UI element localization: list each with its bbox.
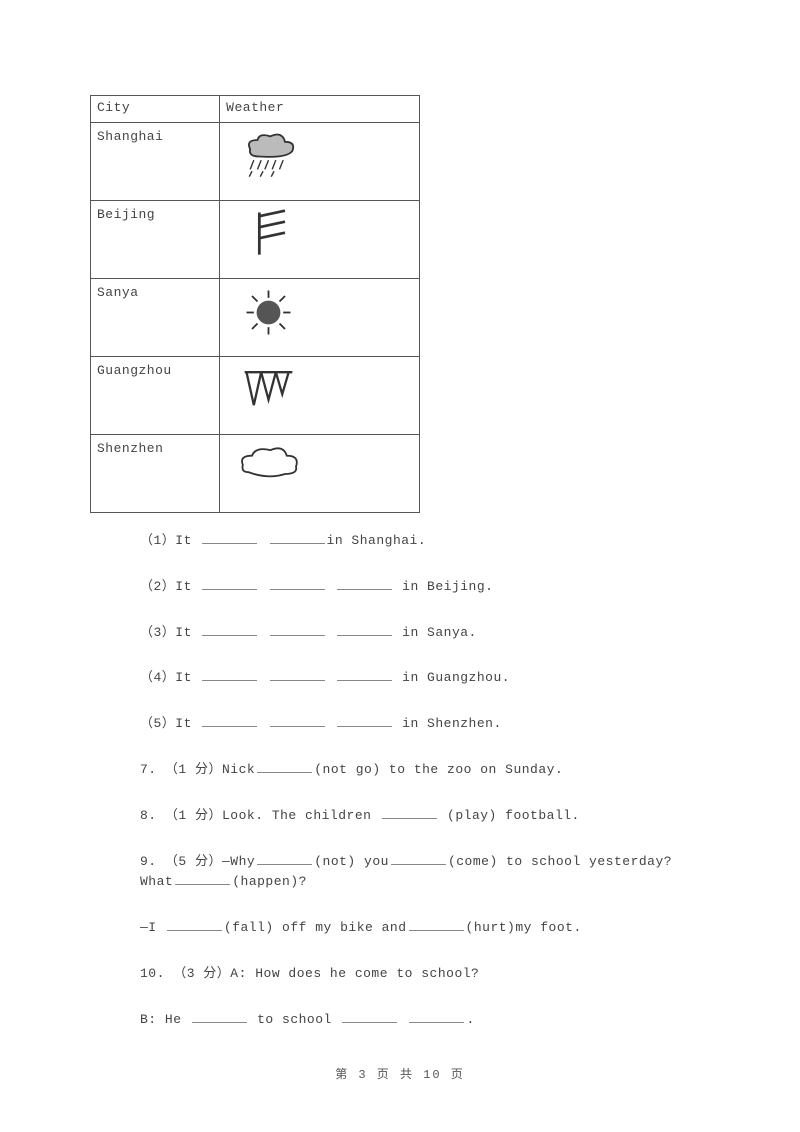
question-9b: —I (fall) off my bike and (hurt)my foot.	[140, 918, 710, 939]
blank[interactable]	[391, 852, 446, 865]
city-cell: Guangzhou	[91, 357, 220, 435]
text: 8. （1 分）Look. The children	[140, 808, 380, 823]
sentence-4: （4）It in Guangzhou.	[140, 668, 710, 689]
text: (play) football.	[439, 808, 580, 823]
weather-table: City Weather Shanghai	[90, 95, 420, 513]
blank[interactable]	[337, 623, 392, 636]
text: （5）It	[140, 716, 200, 731]
blank[interactable]	[342, 1010, 397, 1023]
table-row: Guangzhou	[91, 357, 420, 435]
text: （2）It	[140, 579, 200, 594]
text: to school	[249, 1012, 340, 1027]
header-weather: Weather	[220, 96, 420, 123]
blank[interactable]	[167, 918, 222, 931]
text: 7. （1 分）Nick	[140, 762, 255, 777]
page-footer: 第 3 页 共 10 页	[0, 1065, 800, 1082]
sentence-2: （2）It in Beijing.	[140, 577, 710, 598]
city-cell: Shanghai	[91, 123, 220, 201]
blank[interactable]	[257, 852, 312, 865]
city-cell: Shenzhen	[91, 435, 220, 513]
city-cell: Sanya	[91, 279, 220, 357]
text: (happen)?	[232, 874, 307, 889]
weather-cell	[220, 201, 420, 279]
cloud-icon	[231, 441, 306, 496]
text: （1）It	[140, 533, 200, 548]
weather-cell	[220, 279, 420, 357]
text: 10. （3 分）A: How does he come to school?	[140, 966, 479, 981]
text: (fall) off my bike and	[224, 920, 407, 935]
text: —I	[140, 920, 165, 935]
blank[interactable]	[202, 623, 257, 636]
city-cell: Beijing	[91, 201, 220, 279]
table-row: Sanya	[91, 279, 420, 357]
question-10: 10. （3 分）A: How does he come to school?	[140, 964, 710, 985]
blank[interactable]	[257, 760, 312, 773]
weather-cell	[220, 357, 420, 435]
weather-cell	[220, 123, 420, 201]
header-city: City	[91, 96, 220, 123]
sun-icon	[231, 285, 306, 340]
text: (hurt)my foot.	[466, 920, 582, 935]
blank[interactable]	[202, 714, 257, 727]
text: （3）It	[140, 625, 200, 640]
text: in Sanya.	[394, 625, 477, 640]
text: B: He	[140, 1012, 190, 1027]
blank[interactable]	[270, 577, 325, 590]
blank[interactable]	[409, 1010, 464, 1023]
blank[interactable]	[382, 806, 437, 819]
question-7: 7. （1 分）Nick (not go) to the zoo on Sunda…	[140, 760, 710, 781]
text: in Guangzhou.	[394, 670, 510, 685]
text: in Shanghai.	[327, 533, 427, 548]
page-number: 第 3 页 共 10 页	[335, 1068, 465, 1082]
blank[interactable]	[175, 872, 230, 885]
sentence-1: （1）It in Shanghai.	[140, 531, 710, 552]
text: （4）It	[140, 670, 200, 685]
text: in Shenzhen.	[394, 716, 502, 731]
page-content: City Weather Shanghai	[0, 0, 800, 1031]
rain-icon	[231, 129, 306, 184]
text: 9. （5 分）—Why	[140, 854, 255, 869]
blank[interactable]	[337, 577, 392, 590]
question-10b: B: He to school .	[140, 1010, 710, 1031]
table-row: Beijing	[91, 201, 420, 279]
sentence-3: （3）It in Sanya.	[140, 623, 710, 644]
blank[interactable]	[270, 531, 325, 544]
blank[interactable]	[270, 668, 325, 681]
wind-icon	[231, 207, 306, 262]
table-row: Shanghai	[91, 123, 420, 201]
question-8: 8. （1 分）Look. The children (play) footba…	[140, 806, 710, 827]
text: in Beijing.	[394, 579, 494, 594]
blank[interactable]	[270, 623, 325, 636]
text: (not go) to the zoo on Sunday.	[314, 762, 563, 777]
table-header-row: City Weather	[91, 96, 420, 123]
blank[interactable]	[337, 714, 392, 727]
blank[interactable]	[409, 918, 464, 931]
blank[interactable]	[337, 668, 392, 681]
blank[interactable]	[192, 1010, 247, 1023]
table-row: Shenzhen	[91, 435, 420, 513]
blank[interactable]	[202, 531, 257, 544]
sentence-5: （5）It in Shenzhen.	[140, 714, 710, 735]
blank[interactable]	[202, 668, 257, 681]
blank[interactable]	[202, 577, 257, 590]
blank[interactable]	[270, 714, 325, 727]
question-9: 9. （5 分）—Why(not) you(come) to school ye…	[140, 852, 710, 894]
weather-cell	[220, 435, 420, 513]
icicle-icon	[231, 363, 306, 418]
text: .	[466, 1012, 474, 1027]
text: (not) you	[314, 854, 389, 869]
questions-block: （1）It in Shanghai. （2）It in Beijing. （3）…	[90, 531, 710, 1031]
